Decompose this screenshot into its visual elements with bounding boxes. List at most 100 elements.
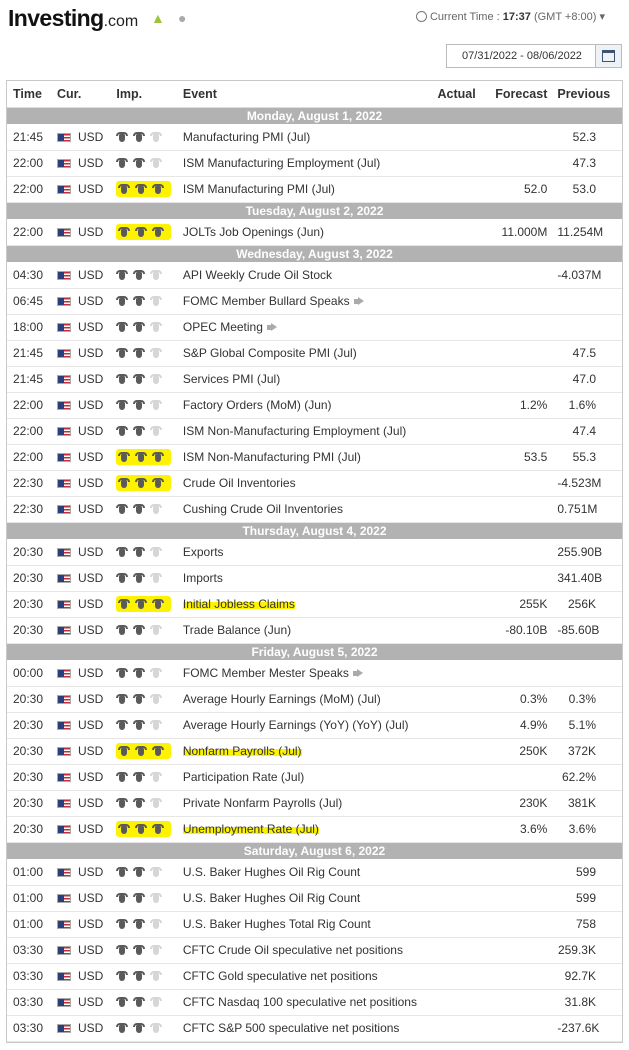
event-name[interactable]: Average Hourly Earnings (YoY) (YoY) (Jul… bbox=[182, 718, 409, 732]
event-name[interactable]: Participation Rate (Jul) bbox=[182, 770, 305, 784]
event-name-cell[interactable]: Average Hourly Earnings (YoY) (YoY) (Jul… bbox=[177, 712, 432, 739]
event-name-cell[interactable]: U.S. Baker Hughes Oil Rig Count bbox=[177, 885, 432, 912]
event-name[interactable]: Cushing Crude Oil Inventories bbox=[182, 502, 343, 516]
event-row[interactable]: 04:30 USD API Weekly Crude Oil Stock -4.037… bbox=[7, 262, 622, 289]
event-name[interactable]: ISM Manufacturing Employment (Jul) bbox=[182, 156, 381, 170]
event-row[interactable]: 20:30 USD Exports 255.90B bbox=[7, 539, 622, 566]
event-row[interactable]: 21:45 USD Services PMI (Jul) 47.0 bbox=[7, 366, 622, 393]
event-row[interactable]: 21:45 USD S&P Global Composite PMI (Jul) 47… bbox=[7, 340, 622, 367]
event-name-cell[interactable]: ISM Non-Manufacturing PMI (Jul) bbox=[177, 444, 432, 471]
event-name[interactable]: Crude Oil Inventories bbox=[182, 476, 296, 490]
event-name-cell[interactable]: Crude Oil Inventories bbox=[177, 470, 432, 497]
event-row[interactable]: 22:00 USD ISM Non-Manufacturing Employment… bbox=[7, 418, 622, 445]
event-name-cell[interactable]: U.S. Baker Hughes Oil Rig Count bbox=[177, 859, 432, 886]
event-name-cell[interactable]: Average Hourly Earnings (MoM) (Jul) bbox=[177, 686, 432, 713]
event-name-cell[interactable]: ISM Manufacturing PMI (Jul) bbox=[177, 176, 432, 203]
current-time[interactable]: Current Time : 17:37 (GMT +8:00) ▾ bbox=[415, 10, 605, 23]
event-row[interactable]: 22:00 USD JOLTs Job Openings (Jun) 11.000M 1… bbox=[7, 219, 622, 246]
event-row[interactable]: 03:30 USD CFTC Crude Oil speculative net p… bbox=[7, 937, 622, 964]
event-name[interactable]: CFTC Gold speculative net positions bbox=[182, 969, 378, 983]
event-name[interactable]: OPEC Meeting bbox=[182, 320, 263, 334]
event-name-cell[interactable]: Cushing Crude Oil Inventories bbox=[177, 496, 432, 523]
event-row[interactable]: 20:30 USD Trade Balance (Jun) -80.10B -85.60… bbox=[7, 617, 622, 644]
event-name[interactable]: Unemployment Rate (Jul) bbox=[182, 822, 319, 836]
event-name-cell[interactable]: CFTC Nasdaq 100 speculative net position… bbox=[177, 989, 432, 1016]
event-row[interactable]: 03:30 USD CFTC S&P 500 speculative net pos… bbox=[7, 1015, 622, 1042]
event-name[interactable]: CFTC Nasdaq 100 speculative net position… bbox=[182, 995, 417, 1009]
event-row[interactable]: 22:00 USD ISM Non-Manufacturing PMI (Jul) 5… bbox=[7, 444, 622, 471]
event-name-cell[interactable]: ISM Non-Manufacturing Employment (Jul) bbox=[177, 418, 432, 445]
event-name-cell[interactable]: Services PMI (Jul) bbox=[177, 366, 432, 393]
event-name[interactable]: Initial Jobless Claims bbox=[182, 597, 295, 611]
date-range-text[interactable]: 07/31/2022 - 08/06/2022 bbox=[462, 50, 582, 62]
event-name[interactable]: ISM Non-Manufacturing PMI (Jul) bbox=[182, 450, 361, 464]
event-name-cell[interactable]: CFTC S&P 500 speculative net positions bbox=[177, 1015, 432, 1042]
event-row[interactable]: 20:30 USD Initial Jobless Claims 255K 256K bbox=[7, 591, 622, 618]
event-name-cell[interactable]: FOMC Member Mester Speaks bbox=[177, 660, 432, 687]
event-name-cell[interactable]: U.S. Baker Hughes Total Rig Count bbox=[177, 911, 432, 938]
event-name[interactable]: ISM Non-Manufacturing Employment (Jul) bbox=[182, 424, 407, 438]
event-row[interactable]: 01:00 USD U.S. Baker Hughes Oil Rig Count 5… bbox=[7, 859, 622, 886]
event-name[interactable]: Factory Orders (MoM) (Jun) bbox=[182, 398, 332, 412]
calendar-icon[interactable] bbox=[595, 45, 621, 67]
event-name[interactable]: U.S. Baker Hughes Total Rig Count bbox=[182, 917, 371, 931]
event-row[interactable]: 20:30 USD Average Hourly Earnings (YoY) (Y… bbox=[7, 712, 622, 739]
event-name-cell[interactable]: CFTC Crude Oil speculative net positions bbox=[177, 937, 432, 964]
event-row[interactable]: 20:30 USD Participation Rate (Jul) 62.2% bbox=[7, 764, 622, 791]
date-range-picker[interactable]: 07/31/2022 - 08/06/2022 bbox=[446, 44, 622, 68]
event-row[interactable]: 01:00 USD U.S. Baker Hughes Total Rig Coun… bbox=[7, 911, 622, 938]
investing-logo[interactable]: Investing.com bbox=[8, 5, 139, 31]
event-name-cell[interactable]: S&P Global Composite PMI (Jul) bbox=[177, 340, 432, 367]
event-name-cell[interactable]: API Weekly Crude Oil Stock bbox=[177, 262, 432, 289]
event-row[interactable]: 06:45 USD FOMC Member Bullard Speaks bbox=[7, 288, 622, 315]
event-name[interactable]: API Weekly Crude Oil Stock bbox=[182, 267, 333, 282]
event-name[interactable]: Nonfarm Payrolls (Jul) bbox=[182, 744, 302, 758]
event-name[interactable]: Private Nonfarm Payrolls (Jul) bbox=[182, 796, 343, 810]
event-name[interactable]: CFTC Crude Oil speculative net positions bbox=[182, 943, 403, 957]
event-row[interactable]: 18:00 USD OPEC Meeting bbox=[7, 314, 622, 341]
event-name[interactable]: JOLTs Job Openings (Jun) bbox=[182, 224, 325, 239]
event-name-cell[interactable]: Factory Orders (MoM) (Jun) bbox=[177, 392, 432, 419]
event-name-cell[interactable]: Private Nonfarm Payrolls (Jul) bbox=[177, 790, 432, 817]
event-name[interactable]: Average Hourly Earnings (MoM) (Jul) bbox=[182, 692, 381, 706]
event-row[interactable]: 20:30 USD Average Hourly Earnings (MoM) (J… bbox=[7, 686, 622, 713]
event-name[interactable]: ISM Manufacturing PMI (Jul) bbox=[182, 182, 335, 196]
event-name[interactable]: CFTC S&P 500 speculative net positions bbox=[182, 1021, 400, 1035]
event-name-cell[interactable]: Exports bbox=[177, 539, 432, 566]
event-row[interactable]: 20:30 USD Nonfarm Payrolls (Jul) 250K 372K bbox=[7, 738, 622, 765]
event-row[interactable]: 22:30 USD Crude Oil Inventories -4.523M bbox=[7, 470, 622, 497]
event-row[interactable]: 00:00 USD FOMC Member Mester Speaks bbox=[7, 660, 622, 687]
event-name[interactable]: FOMC Member Bullard Speaks bbox=[182, 294, 350, 308]
event-name[interactable]: FOMC Member Mester Speaks bbox=[182, 665, 349, 680]
event-name[interactable]: U.S. Baker Hughes Oil Rig Count bbox=[182, 864, 361, 879]
event-name-cell[interactable]: JOLTs Job Openings (Jun) bbox=[177, 219, 432, 246]
event-row[interactable]: 22:00 USD ISM Manufacturing PMI (Jul) 52.0 5… bbox=[7, 176, 622, 203]
event-row[interactable]: 22:00 USD Factory Orders (MoM) (Jun) 1.2% 1.… bbox=[7, 392, 622, 419]
apple-icon[interactable]: ● bbox=[178, 10, 187, 26]
event-name[interactable]: Trade Balance (Jun) bbox=[182, 623, 292, 637]
event-name[interactable]: Services PMI (Jul) bbox=[182, 372, 281, 386]
event-row[interactable]: 20:30 USD Imports 341.40B bbox=[7, 565, 622, 592]
event-name-cell[interactable]: Imports bbox=[177, 565, 432, 592]
event-name[interactable]: Imports bbox=[182, 571, 223, 585]
event-row[interactable]: 03:30 USD CFTC Gold speculative net positi… bbox=[7, 963, 622, 990]
event-name-cell[interactable]: Unemployment Rate (Jul) bbox=[177, 816, 432, 843]
event-row[interactable]: 21:45 USD Manufacturing PMI (Jul) 52.3 bbox=[7, 124, 622, 151]
event-name-cell[interactable]: ISM Manufacturing Employment (Jul) bbox=[177, 150, 432, 177]
event-row[interactable]: 20:30 USD Unemployment Rate (Jul) 3.6% 3.6% bbox=[7, 816, 622, 843]
event-name-cell[interactable]: OPEC Meeting bbox=[177, 314, 432, 341]
event-name[interactable]: S&P Global Composite PMI (Jul) bbox=[182, 346, 357, 360]
event-name-cell[interactable]: Manufacturing PMI (Jul) bbox=[177, 124, 432, 151]
event-name[interactable]: Manufacturing PMI (Jul) bbox=[182, 129, 311, 144]
event-row[interactable]: 01:00 USD U.S. Baker Hughes Oil Rig Count 5… bbox=[7, 885, 622, 912]
event-name-cell[interactable]: FOMC Member Bullard Speaks bbox=[177, 288, 432, 315]
event-name-cell[interactable]: Nonfarm Payrolls (Jul) bbox=[177, 738, 432, 765]
event-name-cell[interactable]: CFTC Gold speculative net positions bbox=[177, 963, 432, 990]
event-name-cell[interactable]: Participation Rate (Jul) bbox=[177, 764, 432, 791]
android-icon[interactable]: ▲ bbox=[151, 10, 165, 26]
event-name-cell[interactable]: Initial Jobless Claims bbox=[177, 591, 432, 618]
event-name-cell[interactable]: Trade Balance (Jun) bbox=[177, 617, 432, 644]
event-name[interactable]: U.S. Baker Hughes Oil Rig Count bbox=[182, 891, 361, 905]
event-row[interactable]: 20:30 USD Private Nonfarm Payrolls (Jul) 23… bbox=[7, 790, 622, 817]
event-row[interactable]: 22:30 USD Cushing Crude Oil Inventories 0.7… bbox=[7, 496, 622, 523]
